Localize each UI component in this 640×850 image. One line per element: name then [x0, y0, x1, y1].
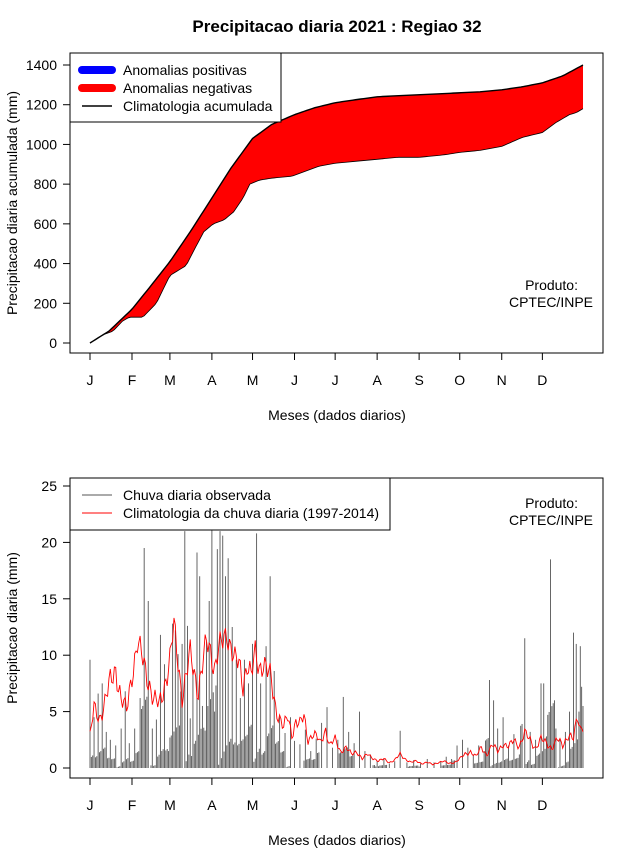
y-tick-label-bottom: 5: [49, 704, 57, 720]
x-tick-label-top: J: [291, 372, 298, 388]
x-axis-title-top: Meses (dados diarios): [268, 407, 406, 423]
credit-label-top: Produto:: [525, 277, 578, 293]
x-tick-label-bottom: J: [291, 797, 298, 813]
x-tick-label-bottom: S: [414, 797, 423, 813]
y-tick-label-top: 400: [34, 256, 58, 272]
y-tick-label-top: 0: [49, 335, 57, 351]
x-tick-label-top: F: [128, 372, 137, 388]
x-tick-label-top: S: [414, 372, 423, 388]
y-tick-label-bottom: 0: [49, 760, 57, 776]
legend-label-positive: Anomalias positivas: [123, 62, 247, 78]
x-tick-label-bottom: M: [164, 797, 176, 813]
y-axis-title-bottom: Precipitacao diaria (mm): [4, 552, 20, 704]
legend-box-bottom: [69, 477, 391, 531]
cumulative-lines-layer: [89, 64, 584, 344]
x-tick-label-bottom: O: [454, 797, 465, 813]
credit-source-top: CPTEC/INPE: [509, 294, 593, 310]
x-tick-label-bottom: J: [332, 797, 339, 813]
x-axis-title-bottom: Meses (dados diarios): [268, 832, 406, 848]
legend-bottom: Chuva diaria observada Climatologia da c…: [69, 477, 391, 531]
x-tick-label-top: M: [247, 372, 259, 388]
y-tick-label-bottom: 25: [41, 478, 57, 494]
x-tick-label-bottom: D: [537, 797, 547, 813]
legend-label-climatology-cum: Climatologia acumulada: [123, 98, 273, 114]
x-tick-label-bottom: J: [87, 797, 94, 813]
y-tick-label-bottom: 15: [41, 591, 57, 607]
observed-bars-layer: [89, 522, 584, 768]
x-tick-label-top: J: [332, 372, 339, 388]
cumulative-precip-panel: 0 200 400 600 800 1000 1200 1400 J F M A M J J A S O N D M…: [4, 52, 604, 423]
x-tick-label-top: J: [87, 372, 94, 388]
climatology-line-layer: [89, 617, 584, 766]
climatology-daily-line: [89, 617, 584, 766]
x-tick-label-top: N: [497, 372, 507, 388]
y-tick-label-bottom: 10: [41, 647, 57, 663]
legend-label-climatology-daily: Climatologia da chuva diaria (1997-2014): [123, 505, 379, 521]
x-tick-label-top: A: [372, 372, 382, 388]
y-axis-bottom: 0 5 10 15 20 25: [41, 478, 70, 776]
y-tick-label-top: 800: [34, 176, 58, 192]
y-axis-top: 0 200 400 600 800 1000 1200 1400: [26, 57, 70, 351]
credit-source-bottom: CPTEC/INPE: [509, 512, 593, 528]
y-tick-label-top: 600: [34, 216, 58, 232]
chart-title: Precipitacao diaria 2021 : Regiao 32: [192, 17, 481, 36]
x-tick-label-bottom: M: [247, 797, 259, 813]
legend-label-observed: Chuva diaria observada: [123, 487, 271, 503]
x-tick-label-top: A: [207, 372, 217, 388]
y-tick-label-top: 200: [34, 295, 58, 311]
x-tick-label-top: O: [454, 372, 465, 388]
observed-cumulative-line: [89, 108, 584, 344]
x-tick-label-top: M: [164, 372, 176, 388]
y-tick-label-top: 1400: [26, 57, 57, 73]
x-tick-label-top: D: [537, 372, 547, 388]
x-tick-label-bottom: A: [372, 797, 382, 813]
y-axis-title-top: Precipitacao diaria acumulada (mm): [4, 91, 20, 315]
credit-label-bottom: Produto:: [525, 495, 578, 511]
x-tick-label-bottom: A: [207, 797, 217, 813]
x-tick-label-bottom: N: [497, 797, 507, 813]
y-tick-label-top: 1200: [26, 97, 57, 113]
y-tick-label-top: 1000: [26, 136, 57, 152]
daily-precip-panel: 0 5 10 15 20 25 J F M A M J J A S O N D Meses (dados dia…: [4, 477, 604, 848]
legend-label-negative: Anomalias negativas: [123, 80, 252, 96]
legend-top: Anomalias positivas Anomalias negativas …: [69, 52, 282, 123]
climatology-cumulative-line: [89, 64, 584, 344]
plot-frame-top: [69, 52, 604, 354]
x-tick-label-bottom: F: [128, 797, 137, 813]
negative-anomaly-area: [90, 65, 583, 343]
y-tick-label-bottom: 20: [41, 534, 57, 550]
anomaly-area-layer: [90, 65, 583, 343]
